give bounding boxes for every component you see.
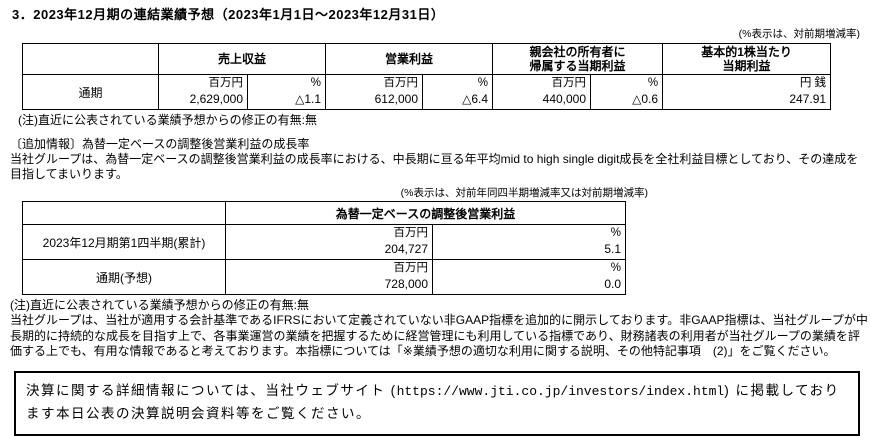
value: 728,000 <box>384 277 428 291</box>
section-title: 3．2023年12月期の連結業績予想（2023年1月1日～2023年12月31日… <box>12 7 445 22</box>
table-header-row: 為替一定ベースの調整後営業利益 <box>22 201 626 225</box>
cell-revenue: 百万円 2,629,000 <box>158 74 248 110</box>
cell-adjusted-op-q1-pct: % 5.1 <box>432 224 626 260</box>
adjusted-operating-profit-table: 為替一定ベースの調整後営業利益 2023年12月期第1四半期(累計) 百万円 2… <box>22 201 626 295</box>
adjusted-revision-note: (注)直近に公表されている業績予想からの修正の有無:無 <box>10 298 309 312</box>
cell-operating-profit-pct: % △6.4 <box>422 74 494 110</box>
header-profit-attributable: 親会社の所有者に 帰属する当期利益 <box>492 43 664 75</box>
adjusted-table-scale-note: (%表示は、対前年同四半期増減率又は対前期増減率) <box>400 187 648 199</box>
row-label-full-year: 通期 <box>22 74 159 110</box>
row-label-full-year-forecast: 通期(予想) <box>22 259 226 295</box>
value: △1.1 <box>295 92 322 106</box>
nongaap-explanation: 当社グループは、当社が適用する会計基準であるIFRSにおいて定義されていない非G… <box>10 313 868 358</box>
cell-profit-attributable: 百万円 440,000 <box>492 74 592 110</box>
unit-label: % <box>610 227 621 239</box>
unit-label: % <box>310 77 322 89</box>
corner-cell <box>22 201 226 225</box>
table-header-row: 売上収益 営業利益 親会社の所有者に 帰属する当期利益 基本的1株当たり 当期利… <box>22 43 832 75</box>
unit-label: % <box>610 262 621 274</box>
cell-basic-eps: 円 銭 247.91 <box>662 74 832 110</box>
cell-revenue-pct: % △1.1 <box>246 74 327 110</box>
value: 5.1 <box>604 242 621 256</box>
additional-info-heading: 〔追加情報〕為替一定ベースの調整後営業利益の成長率 <box>10 137 310 151</box>
table-row: 通期 百万円 2,629,000 % △1.1 百万円 612,000 % △6… <box>22 74 832 110</box>
cell-adjusted-op-fy-pct: % 0.0 <box>432 259 626 295</box>
cell-operating-profit: 百万円 612,000 <box>325 74 424 110</box>
unit-label: 百万円 <box>383 77 419 89</box>
corner-cell <box>22 43 159 75</box>
value: 0.0 <box>604 277 621 291</box>
cell-adjusted-op-fy: 百万円 728,000 <box>225 259 433 295</box>
header-operating-profit: 営業利益 <box>325 43 494 75</box>
additional-info-block: 〔追加情報〕為替一定ベースの調整後営業利益の成長率 当社グループは、為替一定ベー… <box>10 137 862 182</box>
table-row: 通期(予想) 百万円 728,000 % 0.0 <box>22 259 626 295</box>
cell-adjusted-op-q1: 百万円 204,727 <box>225 224 433 260</box>
value: 204,727 <box>384 242 428 256</box>
unit-label: 百万円 <box>551 77 587 89</box>
unit-label: % <box>647 77 659 89</box>
header-adjusted-operating-profit: 為替一定ベースの調整後営業利益 <box>225 201 626 225</box>
unit-label: 円 銭 <box>799 77 827 89</box>
header-basic-eps: 基本的1株当たり 当期利益 <box>662 43 832 75</box>
earnings-details-notice-box: 決算に関する詳細情報については、当社ウェブサイト (https://www.jt… <box>14 371 860 436</box>
consolidated-forecast-table: 売上収益 営業利益 親会社の所有者に 帰属する当期利益 基本的1株当たり 当期利… <box>22 43 832 110</box>
forecast-revision-note: (注)直近に公表されている業績予想からの修正の有無:無 <box>18 113 317 127</box>
unit-label: 百万円 <box>393 262 429 274</box>
investor-relations-url: https://www.jti.co.jp/investors/index.ht… <box>396 384 725 399</box>
value: 2,629,000 <box>189 92 243 106</box>
notice-text-after-url: ) に掲載しております本日公表の決算説明会資料等をご覧ください。 <box>26 383 840 421</box>
unit-label: 百万円 <box>393 227 429 239</box>
value: △6.4 <box>462 92 489 106</box>
additional-info-body: 当社グループは、為替一定ベースの調整後営業利益の成長率における、中長期に亘る年平… <box>10 152 859 181</box>
value: 440,000 <box>542 92 587 106</box>
row-label-q1-cumulative: 2023年12月期第1四半期(累計) <box>22 224 226 260</box>
earnings-forecast-section: 3．2023年12月期の連結業績予想（2023年1月1日～2023年12月31日… <box>10 7 868 436</box>
value: 247.91 <box>789 92 827 106</box>
value: △0.6 <box>632 92 659 106</box>
unit-label: % <box>477 77 489 89</box>
value: 612,000 <box>374 92 419 106</box>
forecast-table-scale-note: (%表示は、対前期増減率) <box>738 28 860 40</box>
cell-profit-attributable-pct: % △0.6 <box>590 74 664 110</box>
unit-label: 百万円 <box>208 77 244 89</box>
table-row: 2023年12月期第1四半期(累計) 百万円 204,727 % 5.1 <box>22 224 626 260</box>
header-revenue: 売上収益 <box>157 43 327 75</box>
notice-text-before-url: 決算に関する詳細情報については、当社ウェブサイト ( <box>26 383 397 398</box>
